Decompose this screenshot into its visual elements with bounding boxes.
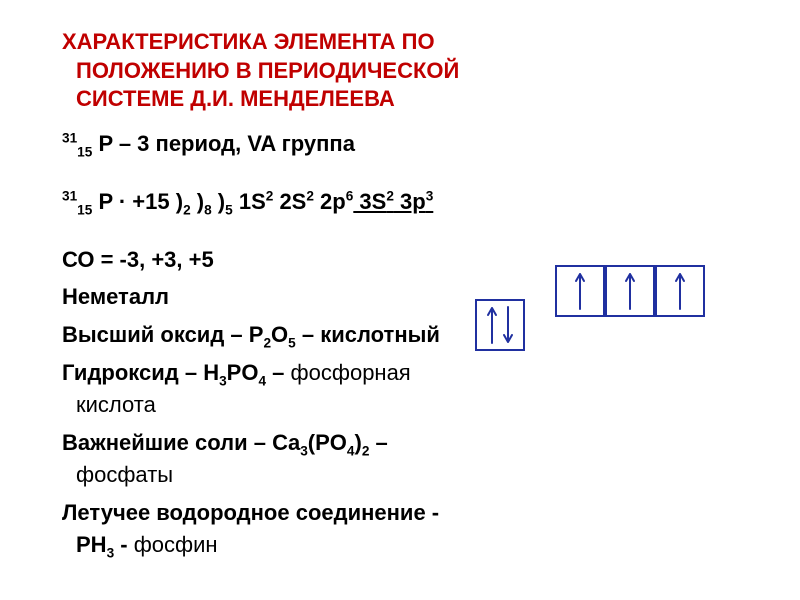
mass-number-2: 31 <box>62 188 77 203</box>
slide-title: ХАРАКТЕРИСТИКА ЭЛЕМЕНТА ПО ПОЛОЖЕНИЮ В П… <box>76 28 750 114</box>
nuclear-charge: +15 <box>132 189 169 214</box>
element-symbol-2: P <box>98 189 112 214</box>
orbital-box <box>605 265 655 317</box>
hydride-line: Летучее водородное соединение -PH3 - фос… <box>76 497 750 561</box>
title-line-3: СИСТЕМЕ Д.И. МЕНДЕЛЕЕВА <box>76 86 395 111</box>
title-line-1: ХАРАКТЕРИСТИКА ЭЛЕМЕНТА ПО <box>62 29 435 54</box>
hydroxide-line: Гидроксид – H3PO4 – фосфорнаякислота <box>76 357 750 421</box>
element-symbol: P <box>98 131 112 156</box>
title-line-2: ПОЛОЖЕНИЮ В ПЕРИОДИЧЕСКОЙ <box>76 58 459 83</box>
spacer-2 <box>62 224 750 244</box>
position-line: 3115 P – 3 период, VA группа <box>76 128 750 160</box>
slide: ХАРАКТЕРИСТИКА ЭЛЕМЕНТА ПО ПОЛОЖЕНИЮ В П… <box>0 0 800 600</box>
mass-number: 31 <box>62 130 77 145</box>
highest-oxide: Высший оксид – P2O5 – кислотный <box>76 319 750 351</box>
atomic-number: 15 <box>77 144 92 159</box>
orbital-box <box>555 265 605 317</box>
orbital-box <box>655 265 705 317</box>
atomic-number-2: 15 <box>77 202 92 217</box>
spacer <box>62 166 750 186</box>
orbital-box <box>475 299 525 351</box>
dot: · <box>113 189 133 214</box>
period-group: – 3 период, VA группа <box>113 131 355 156</box>
electron-config-line: 3115 P · +15 )2 )8 )5 1S2 2S2 2p6 3S2 3p… <box>76 186 750 218</box>
salts-line: Важнейшие соли – Ca3(PO4)2 – фосфаты <box>76 427 750 491</box>
